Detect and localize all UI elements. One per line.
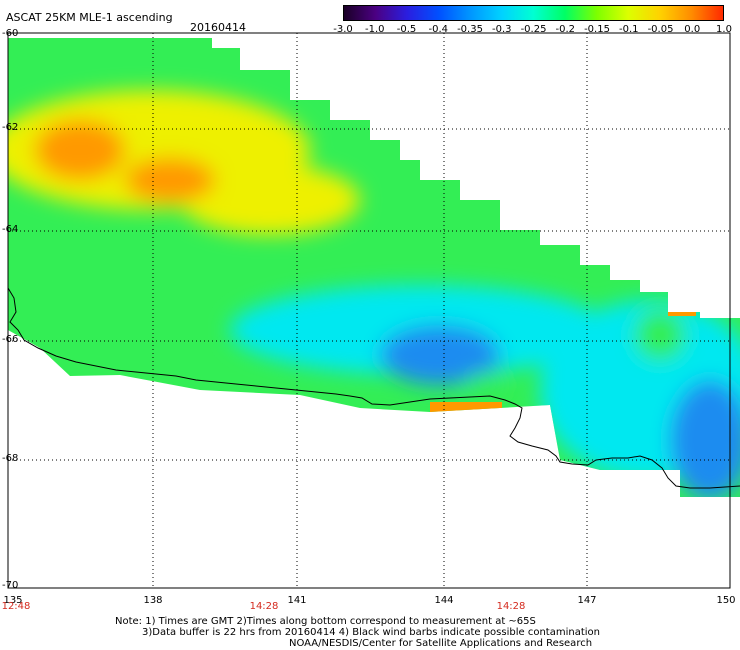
note-line-3: NOAA/NESDIS/Center for Satellite Applica… bbox=[289, 638, 593, 649]
field-orange-west bbox=[35, 120, 125, 180]
field-orange-strip bbox=[430, 402, 502, 413]
lat-label-68: -68 bbox=[2, 453, 19, 464]
lon-label-138: 138 bbox=[143, 595, 163, 606]
colorbar-label: -0.25 bbox=[520, 24, 547, 35]
colorbar-label: -0.2 bbox=[555, 24, 576, 35]
time-label-1: 14:28 bbox=[249, 601, 279, 612]
colorbar-label: -0.3 bbox=[491, 24, 512, 35]
field-green-spot bbox=[465, 373, 505, 397]
colorbar-label: -0.35 bbox=[457, 24, 483, 35]
lat-label-70: -70 bbox=[2, 580, 19, 591]
colorbar-label: -1.0 bbox=[364, 24, 385, 35]
time-label-0: 12:48 bbox=[1, 601, 31, 612]
note-line-1: Note: 1) Times are GMT 2)Times along bot… bbox=[115, 616, 536, 627]
field-green-eddy bbox=[635, 310, 685, 360]
lon-label-147: 147 bbox=[577, 595, 597, 606]
colorbar-label: 1.0 bbox=[716, 24, 732, 35]
colorbar-label: -0.15 bbox=[584, 24, 610, 35]
lat-lon-grid bbox=[8, 33, 730, 588]
product-date: 20160414 bbox=[190, 21, 246, 34]
colorbar-label: -0.4 bbox=[428, 24, 449, 35]
lon-label-141: 141 bbox=[287, 595, 307, 606]
lat-label-66: -66 bbox=[2, 334, 19, 345]
lat-label-64: -64 bbox=[2, 224, 19, 235]
lon-label-144: 144 bbox=[434, 595, 454, 606]
wind-field bbox=[8, 38, 740, 497]
field-yellow-band-east bbox=[180, 165, 360, 235]
lon-label-135: 135 bbox=[3, 595, 23, 606]
time-label-2: 14:28 bbox=[496, 601, 526, 612]
note-line-2: 3)Data buffer is 22 hrs from 20160414 4)… bbox=[142, 627, 600, 638]
colorbar bbox=[343, 5, 724, 21]
lat-label-60: -60 bbox=[2, 28, 19, 39]
field-orange-patch bbox=[668, 308, 696, 316]
colorbar-label: 0.0 bbox=[684, 24, 701, 35]
colorbar-label: -0.5 bbox=[396, 24, 417, 35]
product-title: ASCAT 25KM MLE-1 ascending bbox=[6, 11, 173, 24]
colorbar-label: -3.0 bbox=[333, 24, 353, 35]
colorbar-label: -0.1 bbox=[618, 24, 639, 35]
lon-label-150: 150 bbox=[716, 595, 736, 606]
map-frame bbox=[7, 32, 731, 589]
lat-label-62: -62 bbox=[2, 122, 19, 133]
colorbar-label: -0.05 bbox=[647, 24, 674, 35]
field-blue-center bbox=[380, 325, 500, 385]
field-orange-center bbox=[125, 158, 215, 202]
coastline bbox=[7, 287, 740, 489]
